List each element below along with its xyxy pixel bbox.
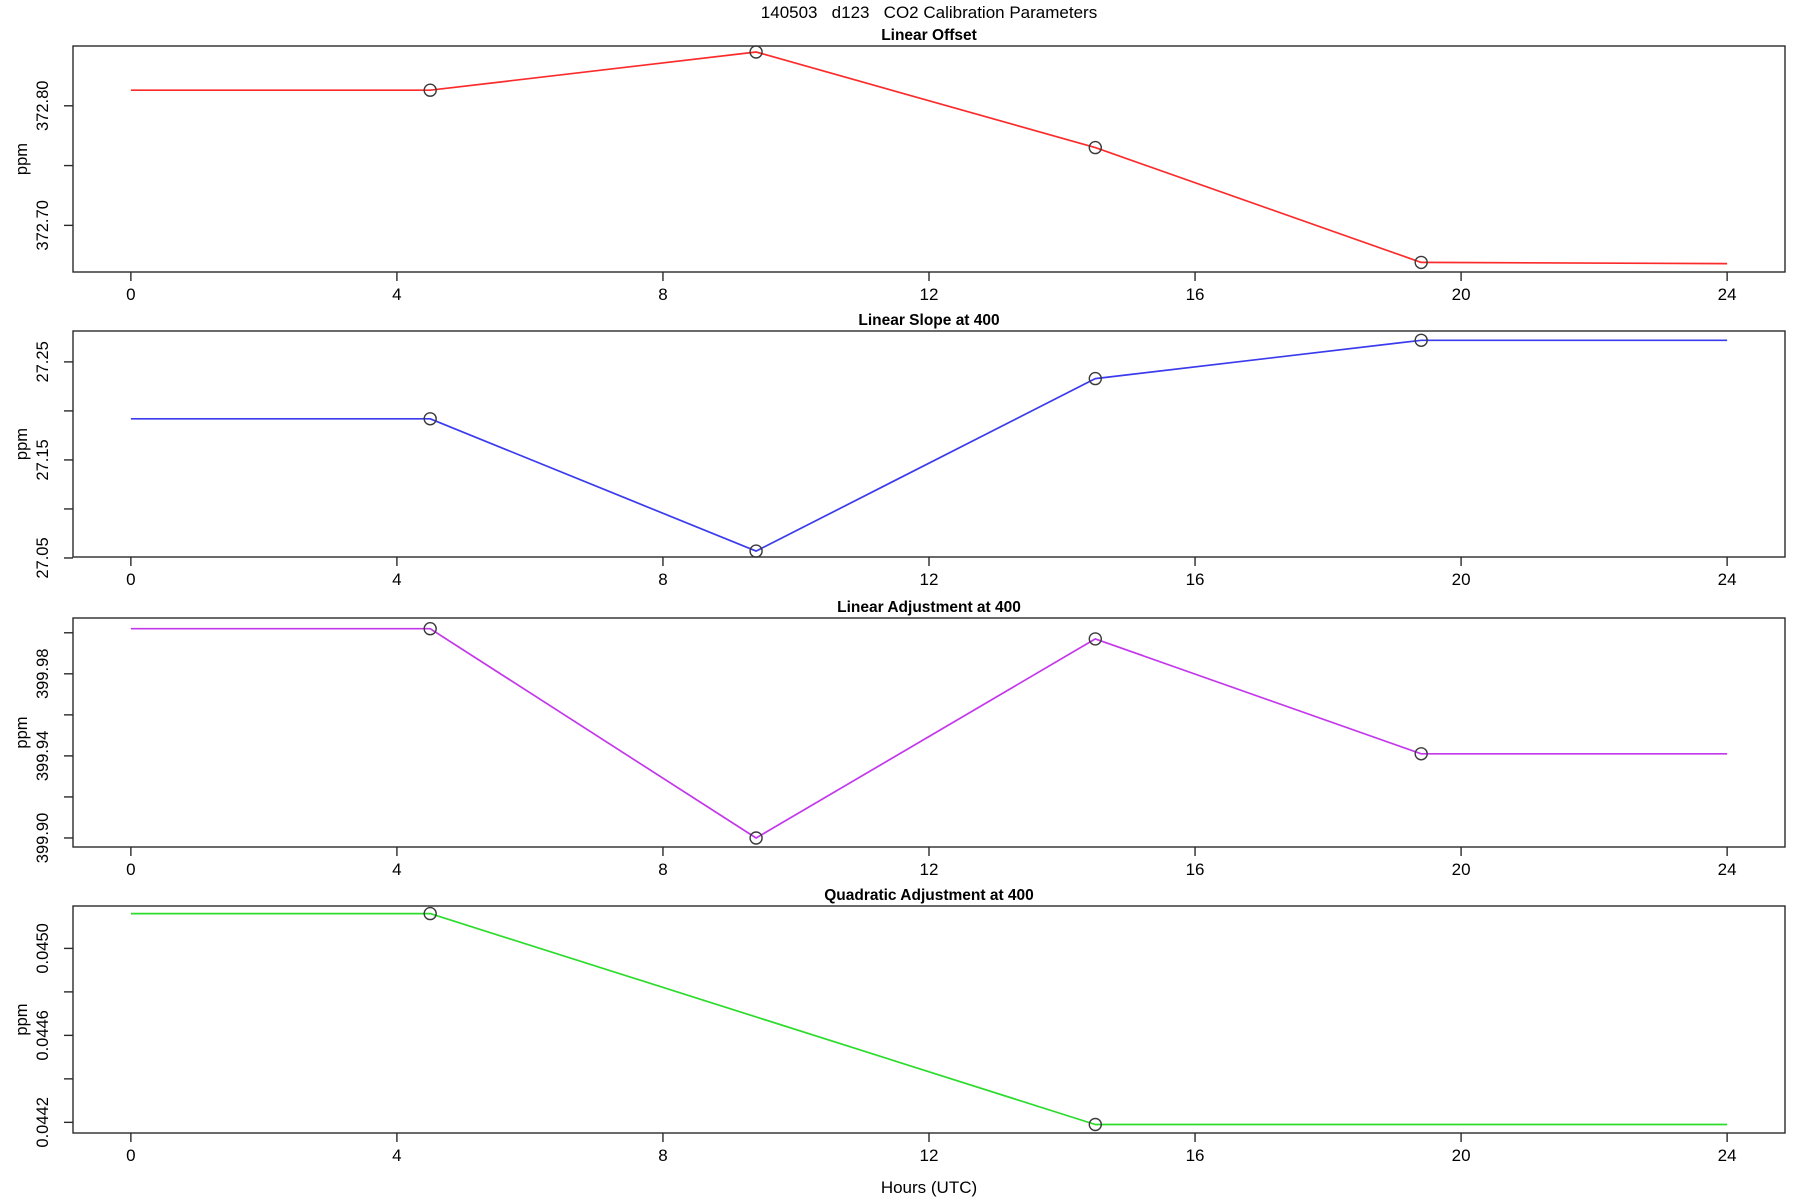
x-tick-label: 0 [126, 860, 135, 879]
x-tick-label: 24 [1718, 860, 1737, 879]
data-point-marker [423, 412, 437, 426]
x-tick-label: 0 [126, 570, 135, 589]
x-tick-label: 16 [1186, 285, 1205, 304]
x-tick-label: 20 [1452, 285, 1471, 304]
y-tick-label: 0.0446 [34, 1010, 52, 1060]
x-tick-label: 4 [392, 285, 401, 304]
data-point-marker [749, 45, 763, 59]
panel-title: Linear Slope at 400 [858, 312, 999, 329]
y-tick-label: 372.70 [34, 200, 52, 250]
plot-box [72, 617, 1786, 848]
panel-title: Quadratic Adjustment at 400 [824, 887, 1034, 904]
y-tick-label: 399.94 [34, 731, 52, 781]
plot-box [72, 330, 1786, 558]
data-point-marker [1414, 747, 1428, 761]
x-tick-label: 8 [658, 285, 667, 304]
x-tick-label: 4 [392, 1146, 401, 1165]
x-tick-label: 24 [1718, 1146, 1737, 1165]
series-line [130, 339, 1728, 552]
x-tick-label: 8 [658, 860, 667, 879]
x-tick-label: 0 [126, 1146, 135, 1165]
series-line [130, 912, 1728, 1126]
x-tick-label: 16 [1186, 1146, 1205, 1165]
plot-box [72, 45, 1786, 273]
panel-title: Linear Adjustment at 400 [837, 599, 1021, 616]
data-point-marker [1088, 371, 1103, 386]
y-axis-label: ppm [13, 143, 31, 175]
data-point-marker [423, 83, 437, 97]
y-tick-label: 0.0450 [34, 923, 52, 973]
data-point-marker [423, 622, 437, 636]
x-tick-label: 16 [1186, 570, 1205, 589]
x-tick-label: 12 [920, 860, 939, 879]
y-tick-label: 399.90 [34, 813, 52, 863]
x-tick-label: 24 [1718, 570, 1737, 589]
series-line [130, 51, 1728, 265]
x-tick-label: 8 [658, 1146, 667, 1165]
y-tick-label: 372.80 [34, 81, 52, 131]
x-tick-label: 12 [920, 1146, 939, 1165]
x-tick-label: 8 [658, 570, 667, 589]
y-axis-label: ppm [13, 1003, 31, 1035]
panel-title: Linear Offset [881, 27, 977, 44]
x-axis-label: Hours (UTC) [880, 1178, 978, 1197]
y-axis-label: ppm [13, 716, 31, 748]
x-tick-label: 24 [1718, 285, 1737, 304]
y-tick-label: 27.05 [34, 537, 52, 578]
x-tick-label: 4 [392, 860, 401, 879]
x-tick-label: 20 [1452, 1146, 1471, 1165]
data-point-marker [1414, 255, 1428, 270]
data-point-marker [1088, 1117, 1103, 1132]
y-tick-label: 399.98 [34, 649, 52, 699]
y-tick-label: 27.15 [34, 439, 52, 480]
x-tick-label: 20 [1452, 570, 1471, 589]
data-point-marker [1088, 632, 1103, 646]
y-axis-label: ppm [13, 428, 31, 460]
plot-box [72, 905, 1786, 1134]
data-point-marker [1414, 333, 1428, 347]
data-point-marker [749, 544, 763, 558]
x-tick-label: 4 [392, 570, 401, 589]
x-tick-label: 16 [1186, 860, 1205, 879]
x-tick-label: 0 [126, 285, 135, 304]
x-tick-label: 12 [920, 285, 939, 304]
x-tick-label: 20 [1452, 860, 1471, 879]
series-line [130, 627, 1728, 839]
data-point-marker [749, 831, 763, 845]
y-tick-label: 27.25 [34, 341, 52, 382]
data-point-marker [423, 906, 437, 921]
y-tick-label: 0.0442 [34, 1097, 52, 1147]
main-title: 140503 d123 CO2 Calibration Parameters [760, 3, 1098, 22]
x-tick-label: 12 [920, 570, 939, 589]
data-point-marker [1088, 140, 1103, 155]
